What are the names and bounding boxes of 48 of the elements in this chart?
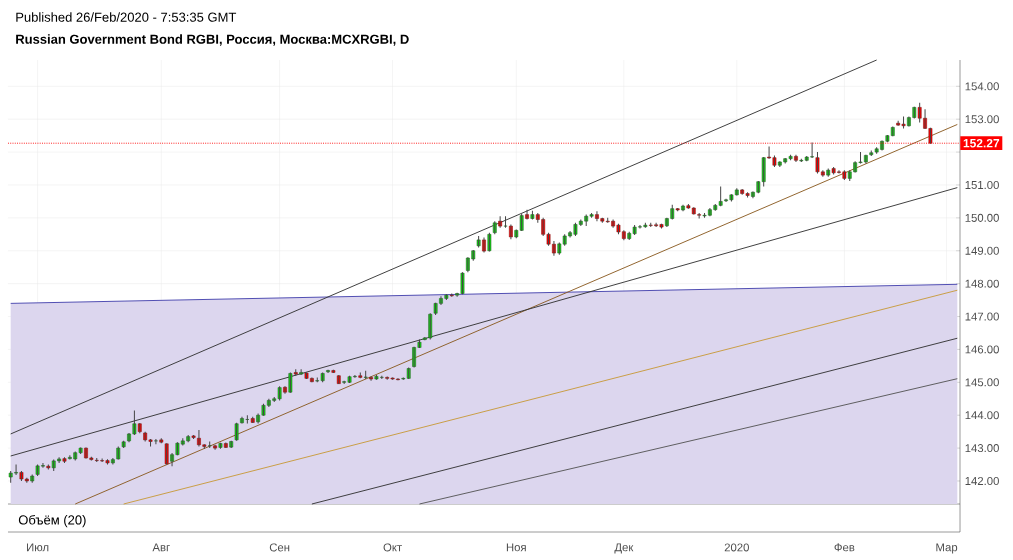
candlestick bbox=[293, 368, 298, 377]
x-tick-label: Ноя bbox=[506, 543, 526, 552]
y-tick-label: 145.00 bbox=[965, 378, 999, 387]
candlestick bbox=[164, 442, 169, 466]
y-tick-label: 146.00 bbox=[965, 345, 999, 354]
candlestick bbox=[191, 434, 196, 440]
y-tick-label: 154.00 bbox=[965, 82, 999, 91]
y-tick-label: 153.00 bbox=[965, 115, 999, 124]
text: Объём (20) bbox=[18, 514, 86, 528]
candlestick bbox=[487, 232, 492, 252]
candlestick bbox=[530, 210, 535, 221]
x-tick-label: Фев bbox=[834, 543, 855, 552]
x-tick-label: Окт bbox=[383, 543, 402, 552]
x-tick-label: 2020 bbox=[724, 543, 749, 552]
candlestick bbox=[229, 440, 234, 449]
x-tick-label: Авг bbox=[152, 543, 170, 552]
candlestick bbox=[826, 168, 831, 178]
candlestick bbox=[62, 456, 67, 464]
y-tick-label: 149.00 bbox=[965, 246, 999, 255]
candlestick bbox=[30, 473, 35, 484]
candlestick bbox=[288, 371, 293, 394]
x-tick-label: Мар bbox=[936, 543, 958, 554]
candlestick bbox=[503, 215, 508, 229]
x-tick-label: Июл bbox=[27, 543, 49, 552]
y-tick-label: 143.00 bbox=[965, 444, 999, 453]
y-tick-label: 147.00 bbox=[965, 312, 999, 321]
candlestick bbox=[358, 371, 363, 379]
x-tick-label: Сен bbox=[269, 543, 290, 552]
y-tick-label: 144.00 bbox=[965, 411, 999, 420]
candlestick bbox=[218, 442, 223, 450]
candlestick bbox=[250, 416, 255, 424]
candlestick bbox=[154, 438, 158, 445]
ref-line-label: 152.27 bbox=[963, 138, 1000, 148]
candlestick bbox=[449, 293, 454, 298]
y-tick-label: 148.00 bbox=[965, 279, 999, 288]
text: Published 26/Feb/2020 - 7:53:35 GMT bbox=[16, 12, 237, 22]
y-tick-label: 151.00 bbox=[965, 180, 999, 189]
chart-title: Russian Government Bond RGBI, Россия, Москва:MCXRGBI, D bbox=[16, 34, 409, 46]
candlestick bbox=[374, 374, 379, 381]
x-tick-label: Дек bbox=[614, 543, 634, 554]
candlestick bbox=[234, 422, 239, 442]
y-tick-label: 142.00 bbox=[965, 476, 999, 485]
candlestick bbox=[159, 437, 164, 444]
candlestick bbox=[476, 235, 481, 248]
candlestick bbox=[363, 370, 368, 380]
candlestick bbox=[675, 207, 680, 212]
y-tick-label: 150.00 bbox=[965, 213, 999, 222]
candlestick bbox=[331, 369, 336, 374]
